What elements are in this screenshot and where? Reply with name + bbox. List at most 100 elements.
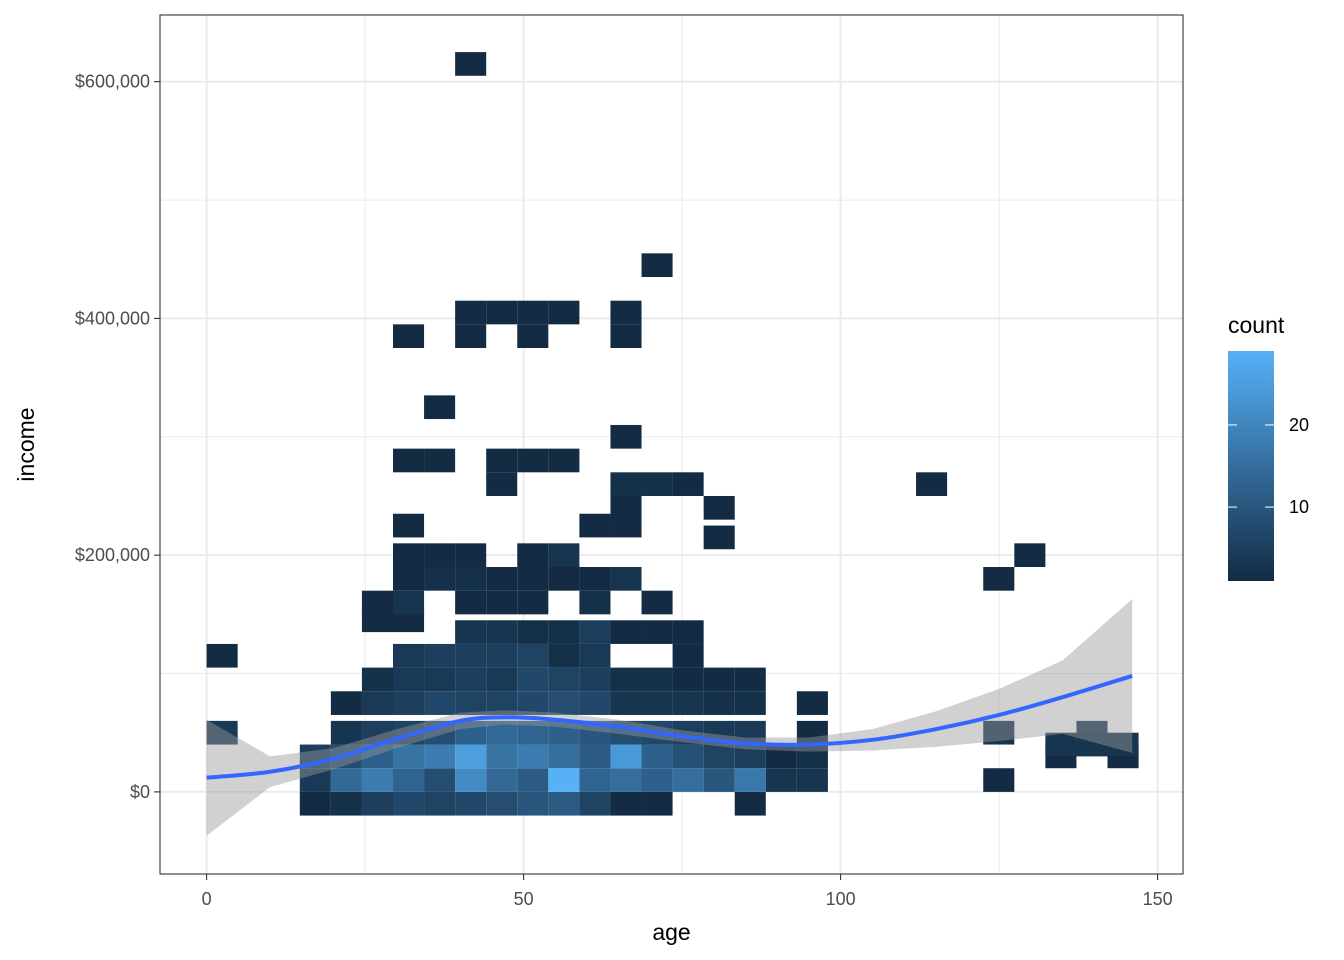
heatmap-bin — [424, 395, 456, 420]
heatmap-bin — [330, 768, 362, 792]
heatmap-bin — [610, 744, 642, 769]
heatmap-bin — [734, 691, 766, 715]
heatmap-bin — [455, 744, 487, 769]
heatmap-bin — [610, 691, 642, 715]
heatmap-bin — [672, 667, 704, 692]
heatmap-bin — [703, 667, 735, 692]
heatmap-bin — [672, 744, 704, 769]
y-tick-label: $600,000 — [75, 72, 150, 92]
heatmap-bin — [734, 720, 766, 745]
heatmap-bin — [455, 52, 487, 76]
heatmap-bin — [703, 495, 735, 520]
x-axis-title: age — [652, 919, 690, 945]
heatmap-bin — [579, 667, 611, 692]
heatmap-bin — [641, 590, 673, 615]
heatmap-bin — [641, 768, 673, 792]
heatmap-bin — [916, 472, 948, 496]
legend: count 10 20 — [1228, 312, 1309, 581]
heatmap-bin — [392, 448, 425, 473]
heatmap-bin — [579, 567, 611, 591]
heatmap-bin — [455, 300, 487, 325]
x-tick-label: 0 — [202, 889, 212, 909]
heatmap-bin — [361, 590, 393, 615]
heatmap-bin — [392, 590, 425, 615]
x-tick-label: 50 — [514, 889, 534, 909]
legend-tick-label: 10 — [1289, 497, 1309, 517]
heatmap-bin — [610, 300, 642, 325]
heatmap-bin — [392, 324, 425, 349]
heatmap-bin — [548, 567, 580, 591]
heatmap-bin — [579, 643, 611, 668]
heatmap-bin — [610, 424, 642, 449]
heatmap-bin — [486, 744, 518, 769]
y-axis: $0 $200,000 $400,000 $600,000 — [75, 72, 160, 802]
heatmap-bin — [361, 768, 393, 792]
heatmap-bin — [517, 667, 549, 692]
legend-title: count — [1228, 312, 1285, 338]
legend-tick-label: 20 — [1289, 415, 1309, 435]
heatmap-bin — [765, 744, 797, 769]
heatmap-bin — [548, 643, 580, 668]
heatmap-bin — [455, 691, 487, 715]
heatmap-bin — [424, 667, 456, 692]
heatmap-bin — [610, 472, 642, 496]
heatmap-bin — [455, 324, 487, 349]
heatmap-bin — [517, 300, 549, 325]
heatmap-bin — [299, 768, 331, 792]
heatmap-bin — [392, 744, 425, 769]
heatmap-bin — [548, 300, 580, 325]
heatmap-bin — [361, 667, 393, 692]
heatmap-bin — [579, 513, 611, 538]
heatmap-bin — [734, 744, 766, 769]
heatmap-bin — [1014, 543, 1046, 568]
heatmap-bin — [703, 768, 735, 792]
heatmap-bin — [517, 620, 549, 644]
heatmap-bin — [424, 448, 456, 473]
heatmap-bin — [486, 691, 518, 715]
heatmap-bin — [734, 791, 766, 816]
heatmap-bin — [672, 768, 704, 792]
heatmap-bin — [548, 768, 580, 792]
heatmap-bin — [392, 691, 425, 715]
heatmap-bin — [517, 720, 549, 745]
heatmap-bin — [548, 744, 580, 769]
y-axis-title: income — [13, 407, 39, 481]
heatmap-bin — [517, 744, 549, 769]
heatmap-bin — [486, 768, 518, 792]
heatmap-bin — [610, 667, 642, 692]
heatmap-bin — [579, 720, 611, 745]
heatmap-bin — [641, 691, 673, 715]
heatmap-bin — [206, 643, 238, 668]
heatmap-bin — [579, 768, 611, 792]
heatmap-bin — [610, 495, 642, 520]
heatmap-bin — [486, 791, 518, 816]
heatmap-bin — [641, 472, 673, 496]
heatmap-bin — [455, 567, 487, 591]
smooth-line — [206, 673, 1133, 780]
heatmap-bin — [486, 590, 518, 615]
heatmap-bin — [486, 448, 518, 473]
heatmap-bin — [672, 472, 704, 496]
heatmap-bin — [517, 791, 549, 816]
heatmap-bin — [672, 691, 704, 715]
y-tick-label: $200,000 — [75, 545, 150, 565]
heatmap-bin — [392, 567, 425, 591]
heatmap-bin — [1107, 732, 1139, 757]
heatmap-bin — [1076, 732, 1108, 757]
heatmap-bin — [672, 620, 704, 644]
heatmap-bin — [703, 744, 735, 769]
heatmap-bin — [1045, 732, 1077, 757]
heatmap-bin — [392, 543, 425, 568]
heatmap-bin — [424, 768, 456, 792]
heatmap-bin — [455, 720, 487, 745]
heatmap-bin — [734, 667, 766, 692]
heatmap-bin — [548, 691, 580, 715]
heatmap-bin — [330, 720, 362, 745]
legend-colorbar — [1228, 351, 1274, 581]
heatmap-bin — [517, 543, 549, 568]
heatmap-bin — [299, 791, 331, 816]
heatmap-bin — [548, 720, 580, 745]
heatmap-bin — [330, 791, 362, 816]
heatmap-bin — [641, 744, 673, 769]
